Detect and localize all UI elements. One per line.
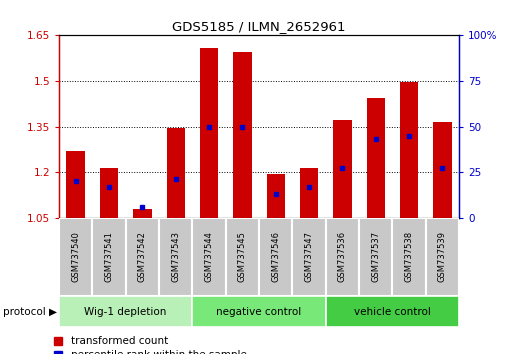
Text: GSM737543: GSM737543 <box>171 231 180 282</box>
Bar <box>92 218 126 296</box>
Text: GSM737541: GSM737541 <box>105 231 113 282</box>
Bar <box>159 218 192 296</box>
Bar <box>192 218 226 296</box>
Text: GSM737545: GSM737545 <box>238 231 247 282</box>
Bar <box>267 174 285 218</box>
Bar <box>300 167 318 218</box>
Bar <box>126 218 159 296</box>
Text: GSM737537: GSM737537 <box>371 231 380 282</box>
Text: GSM737536: GSM737536 <box>338 231 347 282</box>
Bar <box>259 218 292 296</box>
Bar <box>333 120 351 218</box>
Text: GSM737538: GSM737538 <box>405 231 413 282</box>
Text: GSM737540: GSM737540 <box>71 231 80 282</box>
Bar <box>326 218 359 296</box>
Bar <box>292 218 326 296</box>
Text: negative control: negative control <box>216 307 302 316</box>
Bar <box>59 296 192 327</box>
Text: protocol ▶: protocol ▶ <box>3 307 56 316</box>
Bar <box>233 52 251 218</box>
Bar <box>226 218 259 296</box>
Text: GSM737546: GSM737546 <box>271 231 280 282</box>
Bar <box>367 98 385 218</box>
Text: GSM737542: GSM737542 <box>138 231 147 282</box>
Bar <box>400 82 418 218</box>
Bar <box>200 47 218 218</box>
Bar <box>326 296 459 327</box>
Bar <box>59 218 92 296</box>
Text: GSM737539: GSM737539 <box>438 231 447 282</box>
Legend: transformed count, percentile rank within the sample: transformed count, percentile rank withi… <box>54 336 246 354</box>
Bar <box>100 167 118 218</box>
Bar <box>433 122 451 218</box>
Text: GSM737544: GSM737544 <box>205 231 213 282</box>
Bar <box>392 218 426 296</box>
Text: Wig-1 depletion: Wig-1 depletion <box>85 307 167 316</box>
Bar <box>167 128 185 218</box>
Text: GSM737547: GSM737547 <box>305 231 313 282</box>
Bar <box>426 218 459 296</box>
Bar <box>192 296 326 327</box>
Text: vehicle control: vehicle control <box>354 307 431 316</box>
Bar <box>67 151 85 218</box>
Bar <box>133 209 151 218</box>
Title: GDS5185 / ILMN_2652961: GDS5185 / ILMN_2652961 <box>172 20 346 33</box>
Bar <box>359 218 392 296</box>
